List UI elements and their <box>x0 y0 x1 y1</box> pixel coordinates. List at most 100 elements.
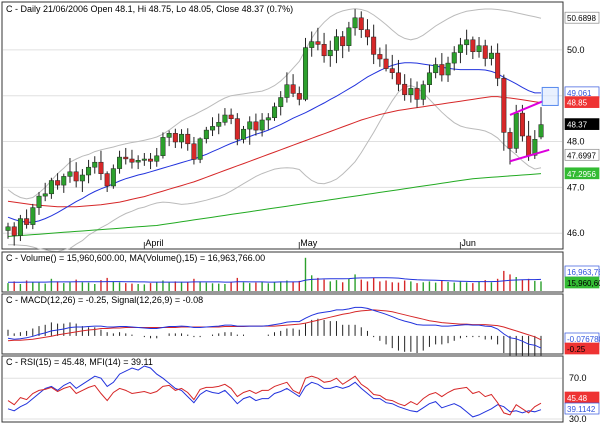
candle-body <box>377 54 383 60</box>
candle-body <box>228 114 234 119</box>
rsi-axis-tick: 70.0 <box>569 373 587 383</box>
candle-body <box>352 17 358 29</box>
price-panel: 46.047.048.049.050.0 50.689849.06148.854… <box>1 1 600 253</box>
price-tag-label: 49.061 <box>567 89 592 98</box>
candle-body <box>408 88 414 96</box>
candle-body <box>234 118 240 140</box>
candle-body <box>464 39 470 46</box>
candle-body <box>210 126 216 131</box>
macd-tag-label: -0.076780 <box>567 335 600 344</box>
candle-body <box>154 155 160 162</box>
candle-body <box>24 218 30 225</box>
rsi-grid <box>3 377 562 420</box>
candle-body <box>296 93 302 100</box>
price-tag-box <box>564 11 600 24</box>
candle-body <box>73 171 79 182</box>
price-tag-label: 48.85 <box>567 99 588 108</box>
candle-body <box>141 158 147 161</box>
volume-panel-frame <box>1 251 564 293</box>
candle-body <box>67 171 73 177</box>
rsi-panel-frame <box>1 355 564 423</box>
candle-body <box>420 84 426 100</box>
macd-tag-label: -0.25 <box>567 345 586 354</box>
candle-body <box>253 121 259 131</box>
volume-ma-line <box>8 277 542 283</box>
candle-body <box>104 173 110 187</box>
rsi-tag-label: 45.48 <box>567 394 588 403</box>
candle-body <box>470 39 476 52</box>
candle-body <box>247 121 253 130</box>
candle-body <box>135 160 141 163</box>
date-label: May <box>300 238 318 248</box>
bollinger-upper <box>7 8 542 200</box>
macd-tag-box <box>564 342 600 355</box>
candlesticks <box>5 9 544 246</box>
date-labels: April May Jun <box>143 238 476 249</box>
candle-body <box>303 47 309 100</box>
candle-body <box>222 114 228 123</box>
candle-body <box>79 174 85 182</box>
macd-line <box>7 306 542 349</box>
candle-body <box>166 133 172 138</box>
candle-body <box>42 193 48 197</box>
candle-body <box>278 97 284 107</box>
candle-body <box>185 133 191 145</box>
candle-body <box>55 180 61 186</box>
candle-body <box>17 218 23 236</box>
price-tag-label: 50.6898 <box>567 14 596 23</box>
rsi-lines <box>7 365 542 418</box>
candle-body <box>488 52 494 59</box>
volume-tags: 16,963,76 15,960,60 <box>564 265 600 289</box>
candle-body <box>30 207 36 225</box>
projection-box <box>541 86 559 106</box>
price-axis-tick: 46.0 <box>567 228 585 238</box>
price-tag-label: 47.6997 <box>567 151 596 160</box>
candle-body <box>241 128 247 140</box>
candle-body <box>265 117 271 121</box>
candle-body <box>433 64 439 74</box>
rsi-tag-box <box>564 402 600 415</box>
candle-body <box>272 106 278 118</box>
macd-lines <box>7 306 542 349</box>
candle-body <box>513 112 519 149</box>
candle-body <box>321 44 327 57</box>
volume-title: C - Volume() = 15,960,600.00, MA(Volume(… <box>6 253 265 263</box>
candle-body <box>191 143 197 160</box>
macd-signal-line <box>7 309 542 342</box>
mfi-line <box>7 365 542 418</box>
volume-ma <box>8 277 542 283</box>
price-tag-box <box>564 167 600 180</box>
candle-body <box>445 62 451 76</box>
volume-tag-label: 16,963,76 <box>567 268 600 277</box>
sma-mid-line <box>7 96 542 208</box>
candle-body <box>315 41 321 45</box>
candle-body <box>148 158 154 162</box>
candle-body <box>110 168 116 187</box>
rsi-tags: 45.48 39.1142 <box>564 391 600 415</box>
candle-body <box>197 138 203 160</box>
candle-body <box>5 226 11 231</box>
candle-body <box>519 112 525 137</box>
candle-body <box>358 17 364 30</box>
candle-body <box>92 161 98 168</box>
sma-long-line <box>7 173 542 237</box>
price-axis-tick: 48.0 <box>567 137 585 147</box>
macd-panel: -0.076780-0.25 C - MACD(12,26) = -0.25, … <box>1 293 600 360</box>
candle-body <box>259 119 265 131</box>
rsi-line <box>7 375 542 416</box>
candle-body <box>98 161 104 174</box>
price-tag-box <box>564 148 600 161</box>
candle-body <box>532 139 538 156</box>
candle-body <box>290 84 296 94</box>
price-title: C - Daily 21/06/2006 Open 48.1, Hi 48.75… <box>6 4 293 14</box>
price-panel-frame <box>1 1 564 250</box>
candle-body <box>48 180 54 195</box>
candle-body <box>371 36 377 55</box>
candle-body <box>364 29 370 38</box>
price-axis-tick: 47.0 <box>567 182 585 192</box>
candle-body <box>309 41 315 48</box>
candle-body <box>507 132 513 149</box>
candle-body <box>501 78 507 133</box>
